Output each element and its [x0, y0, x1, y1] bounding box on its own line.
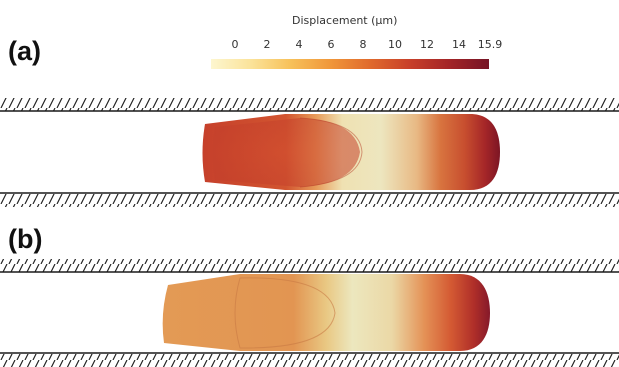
colorbar-tick: 14: [452, 38, 466, 51]
bottom-wall-hatch-a: [0, 194, 619, 207]
droplet-a: [202, 114, 500, 190]
colorbar-tick: 12: [420, 38, 434, 51]
panel-label-a: (a): [8, 36, 41, 66]
channel-a: [0, 98, 619, 207]
droplet-b: [162, 274, 490, 351]
panel-label-b: (b): [8, 224, 43, 254]
colorbar-tick: 8: [359, 38, 367, 51]
core-outline-b: [234, 277, 336, 349]
colorbar-tick: 6: [327, 38, 335, 51]
colorbar-tick: 0: [231, 38, 239, 51]
droplet-body-b: [162, 274, 490, 351]
colorbar-tick: 4: [295, 38, 303, 51]
top-wall-hatch-a: [0, 98, 619, 111]
colorbar-tick: 10: [388, 38, 402, 51]
colorbar-tick: 2: [263, 38, 271, 51]
channel-b: [0, 259, 619, 367]
colorbar-title: Displacement (μm): [292, 14, 398, 27]
droplet-core-a: [212, 118, 360, 187]
colorbar-gradient: [211, 59, 489, 69]
colorbar-tick: 15.9: [477, 38, 503, 51]
core-outline-a: [299, 117, 363, 188]
bottom-wall-hatch-b: [0, 354, 619, 367]
top-wall-hatch-b: [0, 259, 619, 272]
